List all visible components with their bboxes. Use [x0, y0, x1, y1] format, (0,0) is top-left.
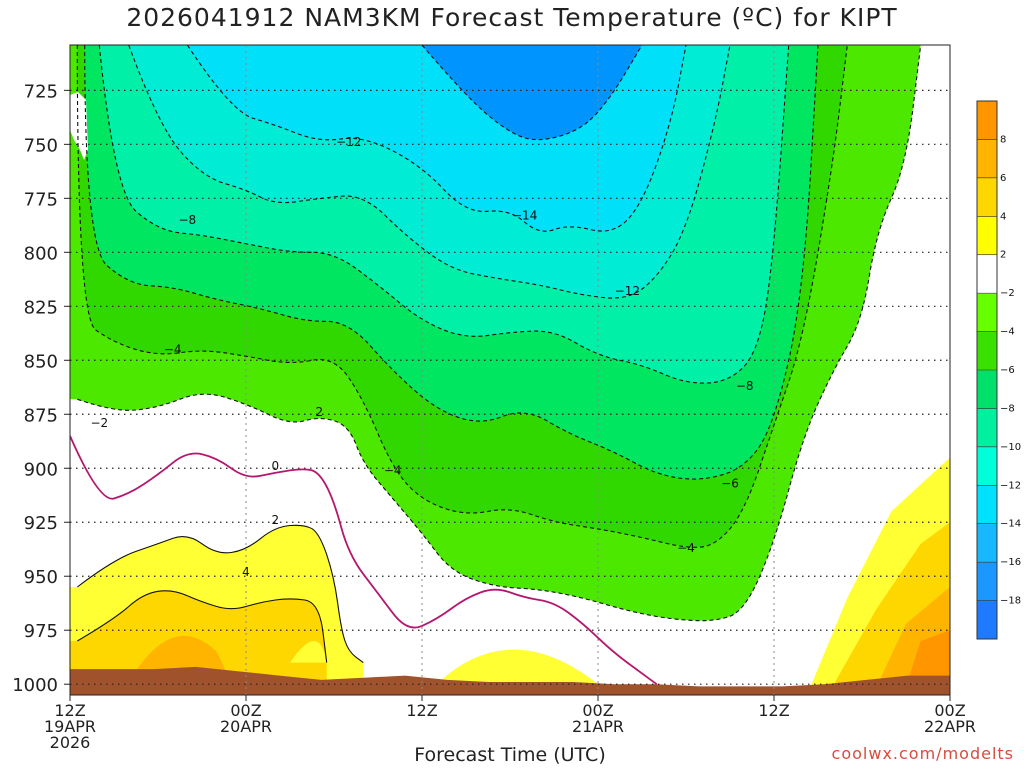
- contour-line-m8: [98, 45, 790, 384]
- colorbar-segment: [977, 523, 997, 563]
- colorbar-label: 6: [1000, 173, 1006, 184]
- colorbar-label: 2: [1000, 250, 1006, 261]
- contour-label: 2: [316, 405, 324, 419]
- contour-lines: −14 −12 −12 −8 −8 −6 −4 −4 −4 −2 2 0 2 4: [70, 45, 922, 685]
- colorbar-segment: [977, 101, 997, 140]
- y-tick-label-925: 925: [24, 513, 58, 534]
- contour-label: −12: [615, 284, 640, 298]
- y-tick-label-900: 900: [24, 459, 58, 480]
- contour-label: −6: [721, 476, 739, 490]
- colorbar-segment: [977, 446, 997, 486]
- plot-frame: [69, 44, 951, 696]
- x-axis-title: Forecast Time (UTC): [414, 744, 606, 766]
- contour-label: 4: [242, 565, 250, 579]
- contour-line-m4: [76, 45, 848, 548]
- x-tick-label: 12Z: [406, 701, 437, 720]
- ground-fill: [70, 666, 950, 695]
- x-tick-label: 21APR: [572, 717, 624, 736]
- contour-line-2: [76, 524, 364, 664]
- contour-label: 0: [272, 459, 280, 473]
- y-tick-label-800: 800: [24, 243, 58, 264]
- colorbar-segment: [977, 177, 997, 217]
- colorbar-segment: [977, 254, 997, 294]
- colorbar-label: −2: [1000, 288, 1015, 299]
- colorbar-segment: [977, 562, 997, 602]
- colorbar-segment: [977, 331, 997, 371]
- y-tick-label-725: 725: [24, 81, 58, 102]
- warm-fill-pocket: [290, 641, 327, 663]
- fill-right-pocket: [908, 140, 950, 330]
- x-tick-label: 12Z: [54, 701, 85, 720]
- y-tick-label-1000: 1000: [12, 675, 58, 696]
- y-tick-label-775: 775: [24, 189, 58, 210]
- x-tick-label: 22APR: [924, 717, 976, 736]
- x-tick-label: 20APR: [220, 717, 272, 736]
- warm-fill-mid-bump: [436, 649, 598, 685]
- colorbar-segment: [977, 485, 997, 525]
- x-tick-label: 00Z: [230, 701, 261, 720]
- colorbar-segment: [977, 408, 997, 448]
- colorbar-label: −8: [1000, 403, 1015, 414]
- x-tick-label: 2026: [50, 733, 91, 752]
- colorbar-label: 8: [1000, 134, 1006, 145]
- colorbar-label: −12: [1000, 480, 1021, 491]
- x-tick-label: 19APR: [44, 717, 96, 736]
- colorbar-label: −14: [1000, 519, 1021, 530]
- chart-title: 2026041912 NAM3KM Forecast Temperature (…: [126, 3, 898, 32]
- temperature-fill-layer: [70, 45, 950, 695]
- contour-line-m14: [421, 45, 643, 141]
- contour-label: −14: [512, 209, 537, 223]
- warm-fill-right-8: [906, 630, 950, 687]
- contour-label: 2: [272, 513, 280, 527]
- colorbar-segment: [977, 216, 997, 256]
- contour-line-4: [77, 590, 328, 663]
- contour-label: −8: [178, 213, 196, 227]
- contour-line-m12: [186, 45, 687, 232]
- colorbar-label: −10: [1000, 442, 1021, 453]
- x-tick-label: 00Z: [934, 701, 965, 720]
- contour-label: −4: [677, 541, 695, 555]
- contour-line-0: [70, 435, 658, 685]
- y-axis: 725 750 775 800 825 850 875 900 925 950 975 1000: [12, 81, 70, 696]
- colorbar-label: −16: [1000, 557, 1021, 568]
- y-tick-label-875: 875: [24, 405, 58, 426]
- colorbar-segment: [977, 293, 997, 333]
- contour-label: −4: [164, 342, 182, 356]
- y-tick-label-950: 950: [24, 567, 58, 588]
- contour-label: −4: [384, 463, 402, 477]
- colorbar-label: −18: [1000, 596, 1021, 607]
- x-tick-label: 00Z: [582, 701, 613, 720]
- colorbar-label: −6: [1000, 365, 1015, 376]
- grid-lines: [70, 45, 950, 695]
- colorbar-segment: [977, 139, 997, 179]
- x-tick-label: 12Z: [758, 701, 789, 720]
- contour-line-m10: [128, 45, 731, 299]
- contour-label: −8: [736, 379, 754, 393]
- colorbar-label: −4: [1000, 327, 1015, 338]
- cold-fill-14: [422, 45, 642, 140]
- colorbar-label: 4: [1000, 211, 1006, 222]
- y-tick-label-825: 825: [24, 297, 58, 318]
- contour-line-m6: [84, 45, 819, 480]
- colorbar-segment: [977, 370, 997, 409]
- y-tick-label-975: 975: [24, 621, 58, 642]
- colorbar: 8 6 4 2 −2 −4 −6 −8 −10 −12 −14 −16 −18: [976, 100, 1021, 640]
- fill-top-left-pocket: [70, 92, 88, 160]
- credit-link[interactable]: coolwx.com/modelts: [831, 744, 1014, 763]
- contour-label: −12: [336, 135, 361, 149]
- colorbar-segment: [977, 600, 997, 640]
- y-tick-label-750: 750: [24, 135, 58, 156]
- contour-label: −2: [90, 416, 108, 430]
- y-tick-label-850: 850: [24, 351, 58, 372]
